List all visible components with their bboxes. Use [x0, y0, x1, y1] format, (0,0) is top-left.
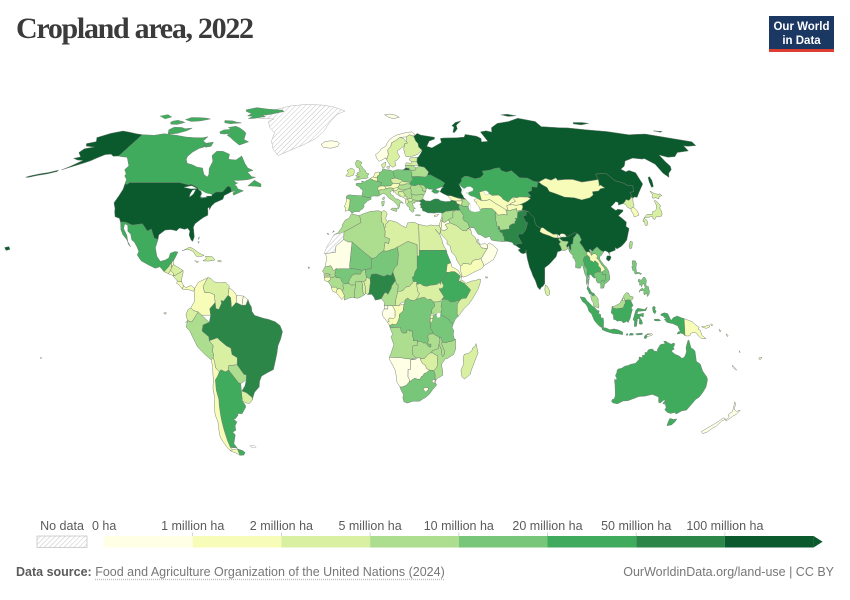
svg-text:20 million ha: 20 million ha [512, 519, 582, 533]
svg-text:1 million ha: 1 million ha [161, 519, 224, 533]
svg-text:No data: No data [40, 519, 84, 533]
svg-text:10 million ha: 10 million ha [424, 519, 494, 533]
svg-text:100 million ha: 100 million ha [686, 519, 763, 533]
svg-text:2 million ha: 2 million ha [250, 519, 313, 533]
svg-text:5 million ha: 5 million ha [338, 519, 401, 533]
svg-text:0 ha: 0 ha [92, 519, 116, 533]
svg-text:50 million ha: 50 million ha [601, 519, 671, 533]
